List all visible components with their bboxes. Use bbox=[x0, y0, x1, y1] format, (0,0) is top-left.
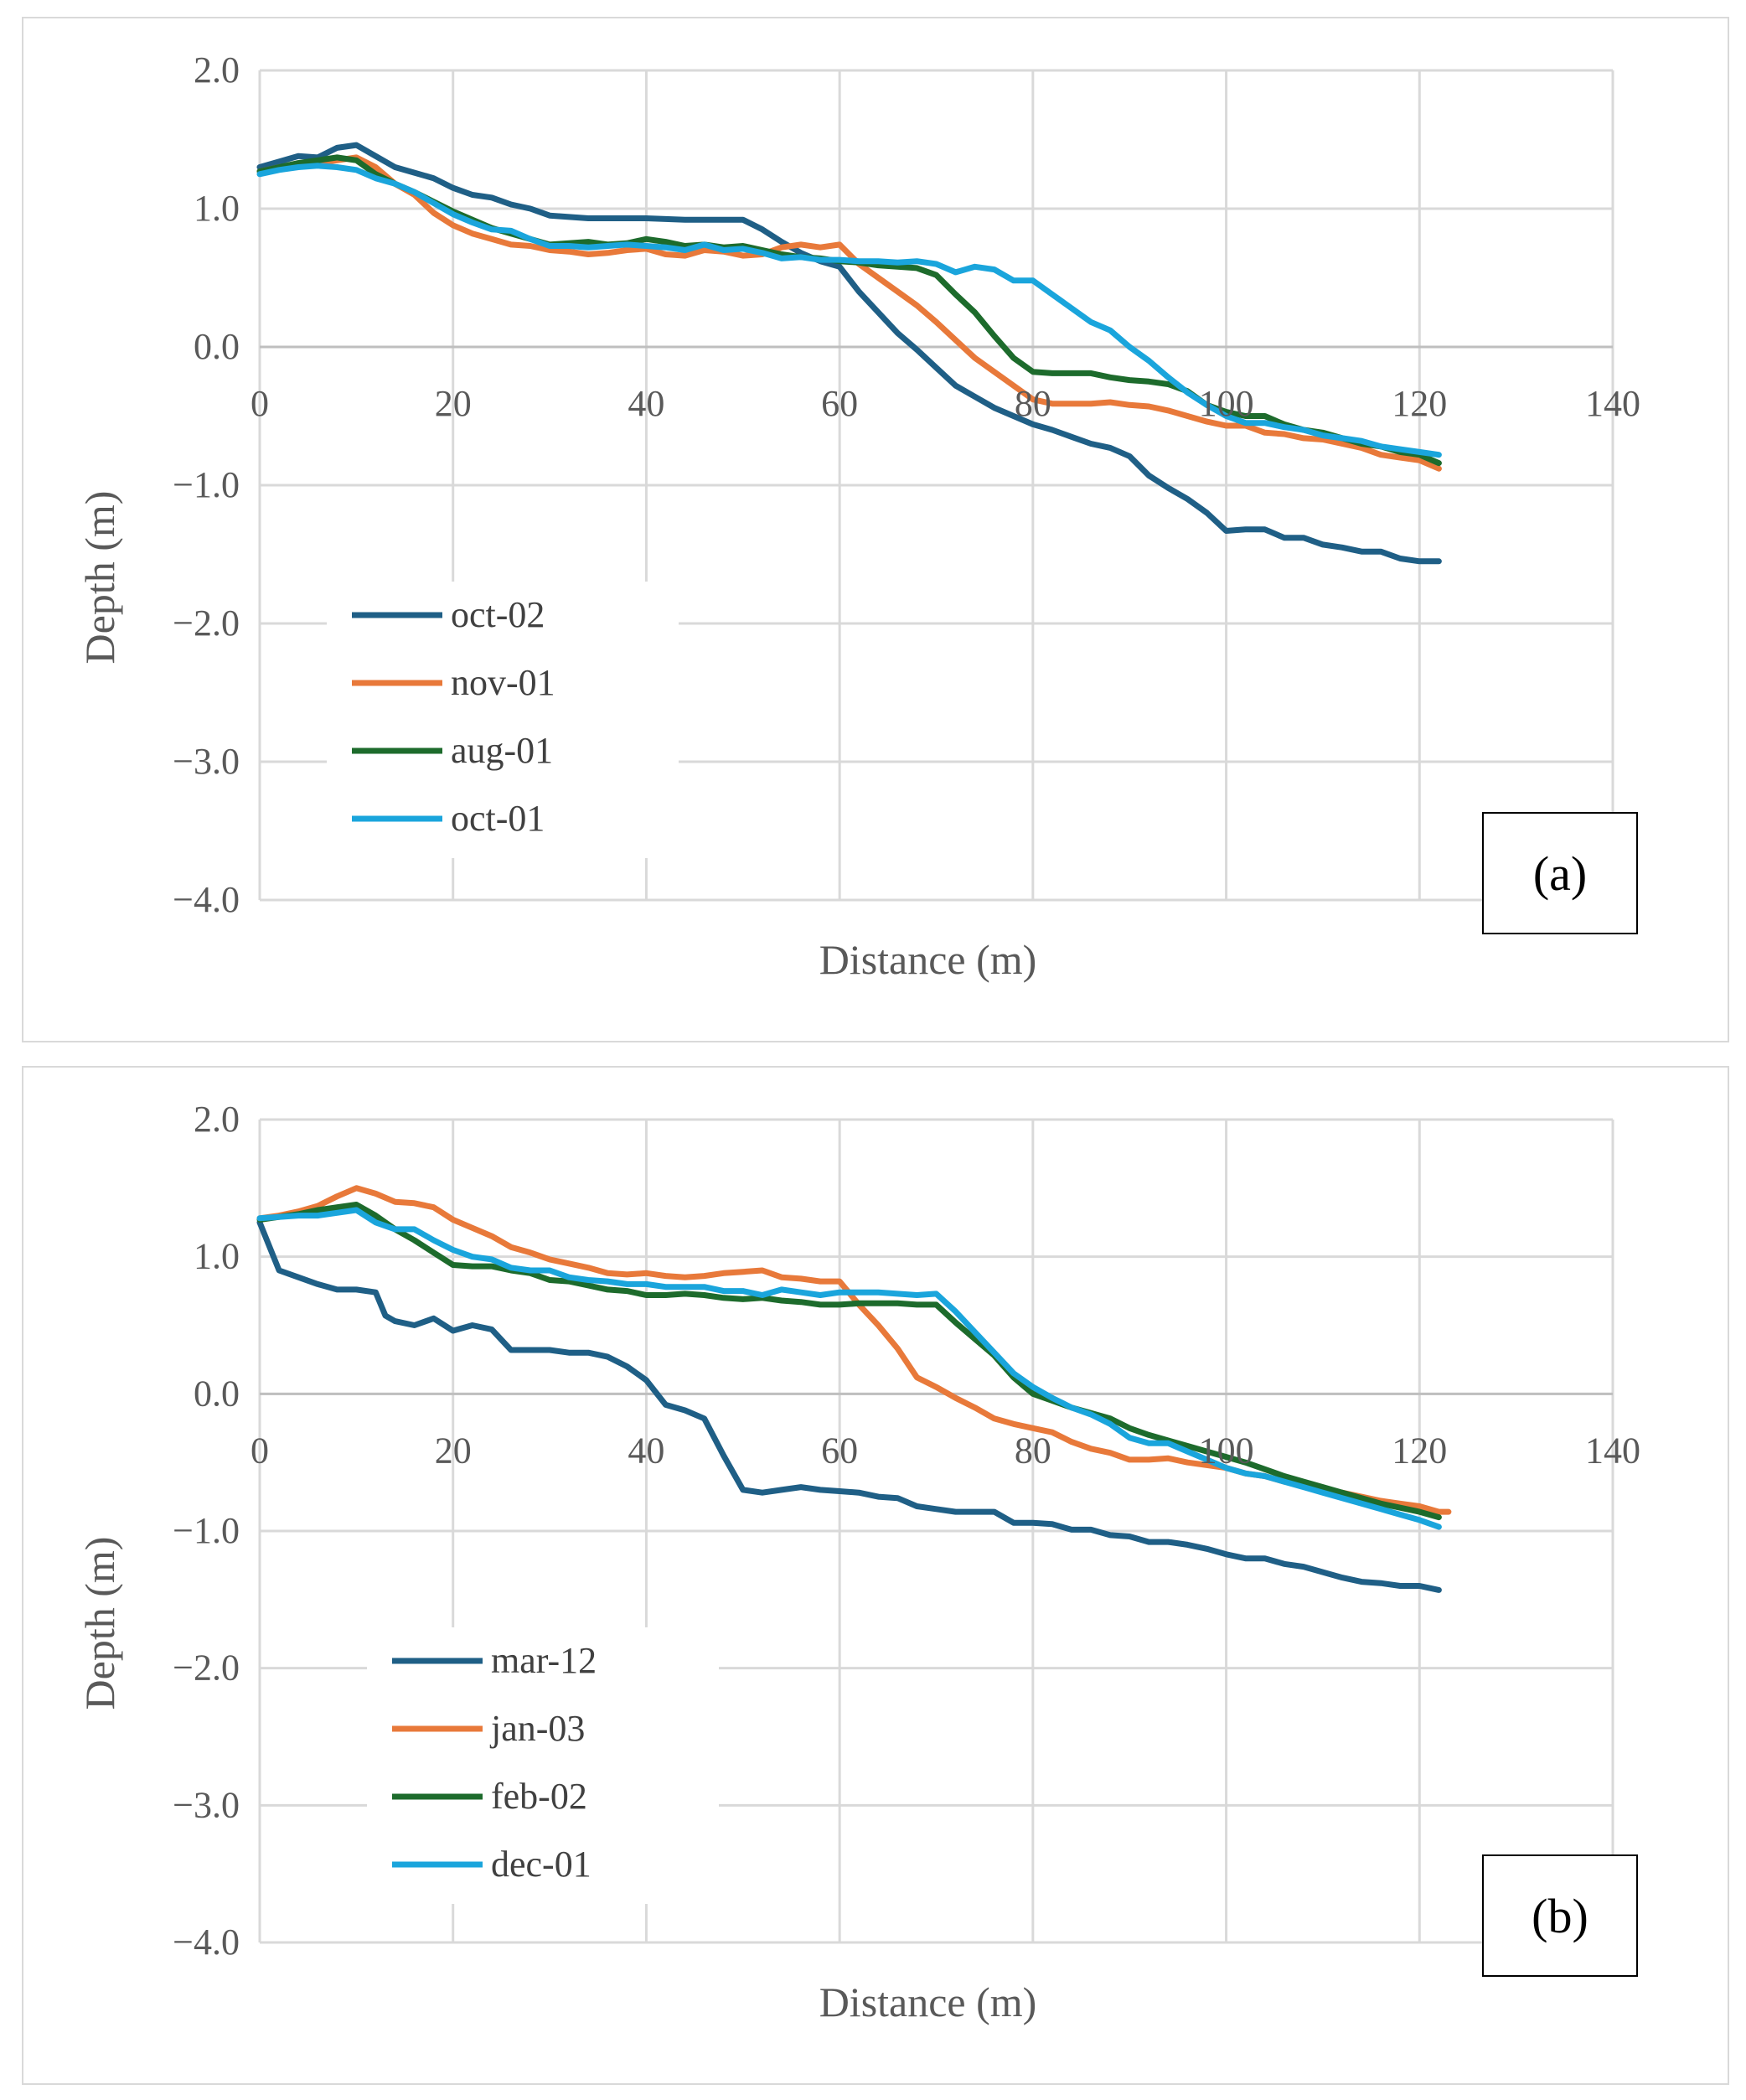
y-tick-label: −1.0 bbox=[173, 464, 240, 505]
y-tick-label: −4.0 bbox=[173, 1922, 240, 1963]
legend-label-mar-12: mar-12 bbox=[491, 1640, 597, 1681]
x-tick-label: 100 bbox=[1199, 383, 1254, 424]
y-tick-label: −2.0 bbox=[173, 1647, 240, 1689]
legend: mar-12 jan-03 feb-02 dec-01 bbox=[367, 1627, 719, 1904]
legend-label-oct-01: oct-01 bbox=[451, 798, 545, 839]
y-tick-label: −3.0 bbox=[173, 741, 240, 782]
series-line-feb-02 bbox=[256, 1202, 1442, 1521]
panel-label-box bbox=[1482, 812, 1638, 934]
y-tick-label: −2.0 bbox=[173, 603, 240, 644]
legend-background bbox=[367, 1627, 719, 1904]
x-tick-label: 20 bbox=[435, 1430, 472, 1471]
depth-profile-chart-b: 2.0 1.0 0.0 −1.0 −2.0 −3.0 −4.0 0 20 40 60 80 100 120… bbox=[76, 1099, 1640, 2025]
y-axis-title: Depth (m) bbox=[76, 1537, 123, 1710]
y-tick-label: −3.0 bbox=[173, 1784, 240, 1825]
legend-label-nov-01: nov-01 bbox=[451, 662, 555, 703]
x-tick-label: 120 bbox=[1392, 383, 1447, 424]
y-tick-label: 1.0 bbox=[194, 1236, 240, 1277]
series-line-oct-01 bbox=[256, 163, 1442, 458]
legend-background bbox=[327, 582, 679, 858]
legend-label-dec-01: dec-01 bbox=[491, 1844, 591, 1885]
y-tick-label: 0.0 bbox=[194, 1373, 240, 1414]
y-tick-label: −1.0 bbox=[173, 1510, 240, 1551]
x-tick-label: 0 bbox=[251, 383, 269, 424]
panel-label-a: (a) bbox=[1533, 846, 1587, 901]
y-tick-label: 0.0 bbox=[194, 326, 240, 367]
series-line-oct-02 bbox=[256, 142, 1442, 565]
x-tick-label: 60 bbox=[821, 383, 858, 424]
series-line-mar-12 bbox=[256, 1219, 1442, 1593]
y-tick-label: 2.0 bbox=[194, 49, 240, 91]
x-tick-label: 20 bbox=[435, 383, 472, 424]
chart-panel-b: 2.0 1.0 0.0 −1.0 −2.0 −3.0 −4.0 0 20 40 60 80 100 120… bbox=[22, 1066, 1729, 2085]
legend: oct-02 nov-01 aug-01 oct-01 bbox=[327, 582, 679, 858]
legend-label-feb-02: feb-02 bbox=[491, 1776, 587, 1817]
x-axis-title: Distance (m) bbox=[819, 936, 1037, 983]
x-tick-label: 120 bbox=[1392, 1430, 1447, 1471]
legend-label-aug-01: aug-01 bbox=[451, 730, 553, 771]
series-line-nov-01 bbox=[256, 154, 1442, 472]
y-tick-label: −4.0 bbox=[173, 879, 240, 920]
panel-label-b: (b) bbox=[1532, 1889, 1588, 1943]
x-tick-label: 60 bbox=[821, 1430, 858, 1471]
x-axis-title: Distance (m) bbox=[819, 1978, 1037, 2025]
legend-label-jan-03: jan-03 bbox=[489, 1708, 585, 1749]
x-tick-label: 80 bbox=[1015, 383, 1051, 424]
x-tick-label: 80 bbox=[1015, 1430, 1051, 1471]
x-tick-label: 0 bbox=[251, 1430, 269, 1471]
y-tick-label: 2.0 bbox=[194, 1099, 240, 1140]
legend-label-oct-02: oct-02 bbox=[451, 594, 545, 635]
x-tick-label: 100 bbox=[1199, 1430, 1254, 1471]
chart-panel-a: 2.0 1.0 0.0 −1.0 −2.0 −3.0 −4.0 0 20 40 60 80 100 120… bbox=[22, 17, 1729, 1042]
series-line-dec-01 bbox=[256, 1207, 1442, 1530]
depth-profile-chart-a: 2.0 1.0 0.0 −1.0 −2.0 −3.0 −4.0 0 20 40 60 80 100 120… bbox=[76, 49, 1640, 983]
x-tick-label: 140 bbox=[1585, 1430, 1640, 1471]
x-tick-label: 40 bbox=[628, 383, 664, 424]
panel-label-box bbox=[1482, 1854, 1638, 1977]
x-tick-label: 40 bbox=[628, 1430, 664, 1471]
y-axis-title: Depth (m) bbox=[76, 491, 123, 665]
y-tick-label: 1.0 bbox=[194, 188, 240, 229]
x-tick-label: 140 bbox=[1585, 383, 1640, 424]
